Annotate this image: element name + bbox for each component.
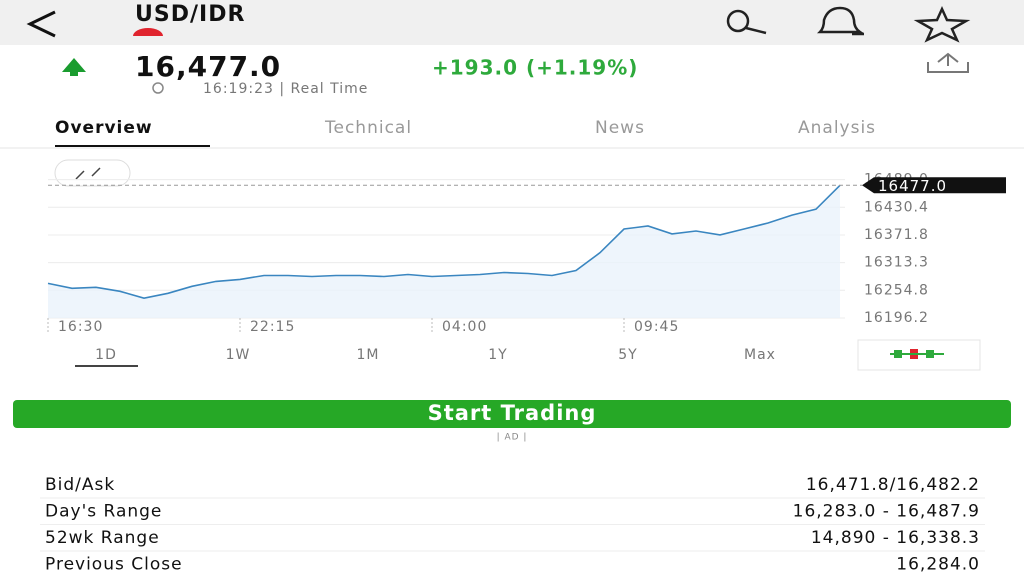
stat-value: 16,283.0 - 16,487.9	[793, 502, 980, 522]
candles-icon	[890, 349, 944, 359]
price-line	[47, 184, 841, 300]
stat-value: 16,471.8/16,482.2	[806, 475, 980, 495]
stat-value: 16,284.0	[896, 555, 980, 575]
period-button[interactable]: Max	[744, 347, 776, 363]
period-button[interactable]: 5Y	[618, 347, 637, 363]
period-button[interactable]: 1D	[95, 347, 117, 363]
x-tick-label: 22:15	[250, 319, 295, 335]
stat-label: 52wk Range	[45, 528, 160, 548]
period-button[interactable]: 1Y	[488, 347, 507, 363]
period-button[interactable]: 1W	[226, 347, 251, 363]
period-button[interactable]: 1M	[357, 347, 380, 363]
ad-label: | AD |	[497, 433, 528, 443]
button-label: Start Trading	[428, 401, 597, 425]
y-tick-label: 16313.3	[864, 255, 929, 271]
search-icon[interactable]	[726, 9, 767, 35]
price: 16,477.0	[135, 50, 281, 83]
x-tick-label: 09:45	[634, 319, 679, 335]
expand-icon	[75, 167, 101, 180]
last-price-tag	[862, 177, 1006, 194]
stat-label: Previous Close	[45, 555, 183, 575]
symbol: USD/IDR	[135, 2, 245, 27]
flag	[133, 28, 163, 36]
last-price-label: 16477.0	[878, 177, 947, 195]
start-trading-button[interactable]	[13, 400, 1011, 428]
y-tick-label: 16430.4	[864, 199, 929, 215]
x-tick-label: 16:30	[58, 319, 103, 335]
back-button[interactable]	[26, 10, 56, 38]
stat-label: Day's Range	[45, 502, 162, 522]
price-change: +193.0 (+1.19%)	[432, 56, 638, 80]
y-tick-label: 16371.8	[864, 227, 929, 243]
up-arrow	[62, 58, 86, 76]
share-icon[interactable]	[927, 52, 969, 73]
stat-value: 14,890 - 16,338.3	[811, 528, 980, 548]
tab[interactable]: Technical	[324, 118, 412, 138]
clock-icon	[152, 82, 164, 94]
alert-icon[interactable]	[816, 6, 865, 36]
y-tick-label: 16196.2	[864, 310, 929, 326]
tab[interactable]: Overview	[55, 118, 153, 138]
x-tick-label: 04:00	[442, 319, 487, 335]
tab[interactable]: Analysis	[798, 118, 876, 138]
tab[interactable]: News	[595, 118, 645, 138]
stat-label: Bid/Ask	[45, 475, 115, 495]
expand-button[interactable]	[54, 159, 131, 187]
favorite-icon[interactable]	[913, 5, 971, 43]
area	[48, 185, 840, 318]
quote-time: 16:19:23 | Real Time	[203, 81, 368, 97]
y-tick-label: 16254.8	[864, 282, 929, 298]
